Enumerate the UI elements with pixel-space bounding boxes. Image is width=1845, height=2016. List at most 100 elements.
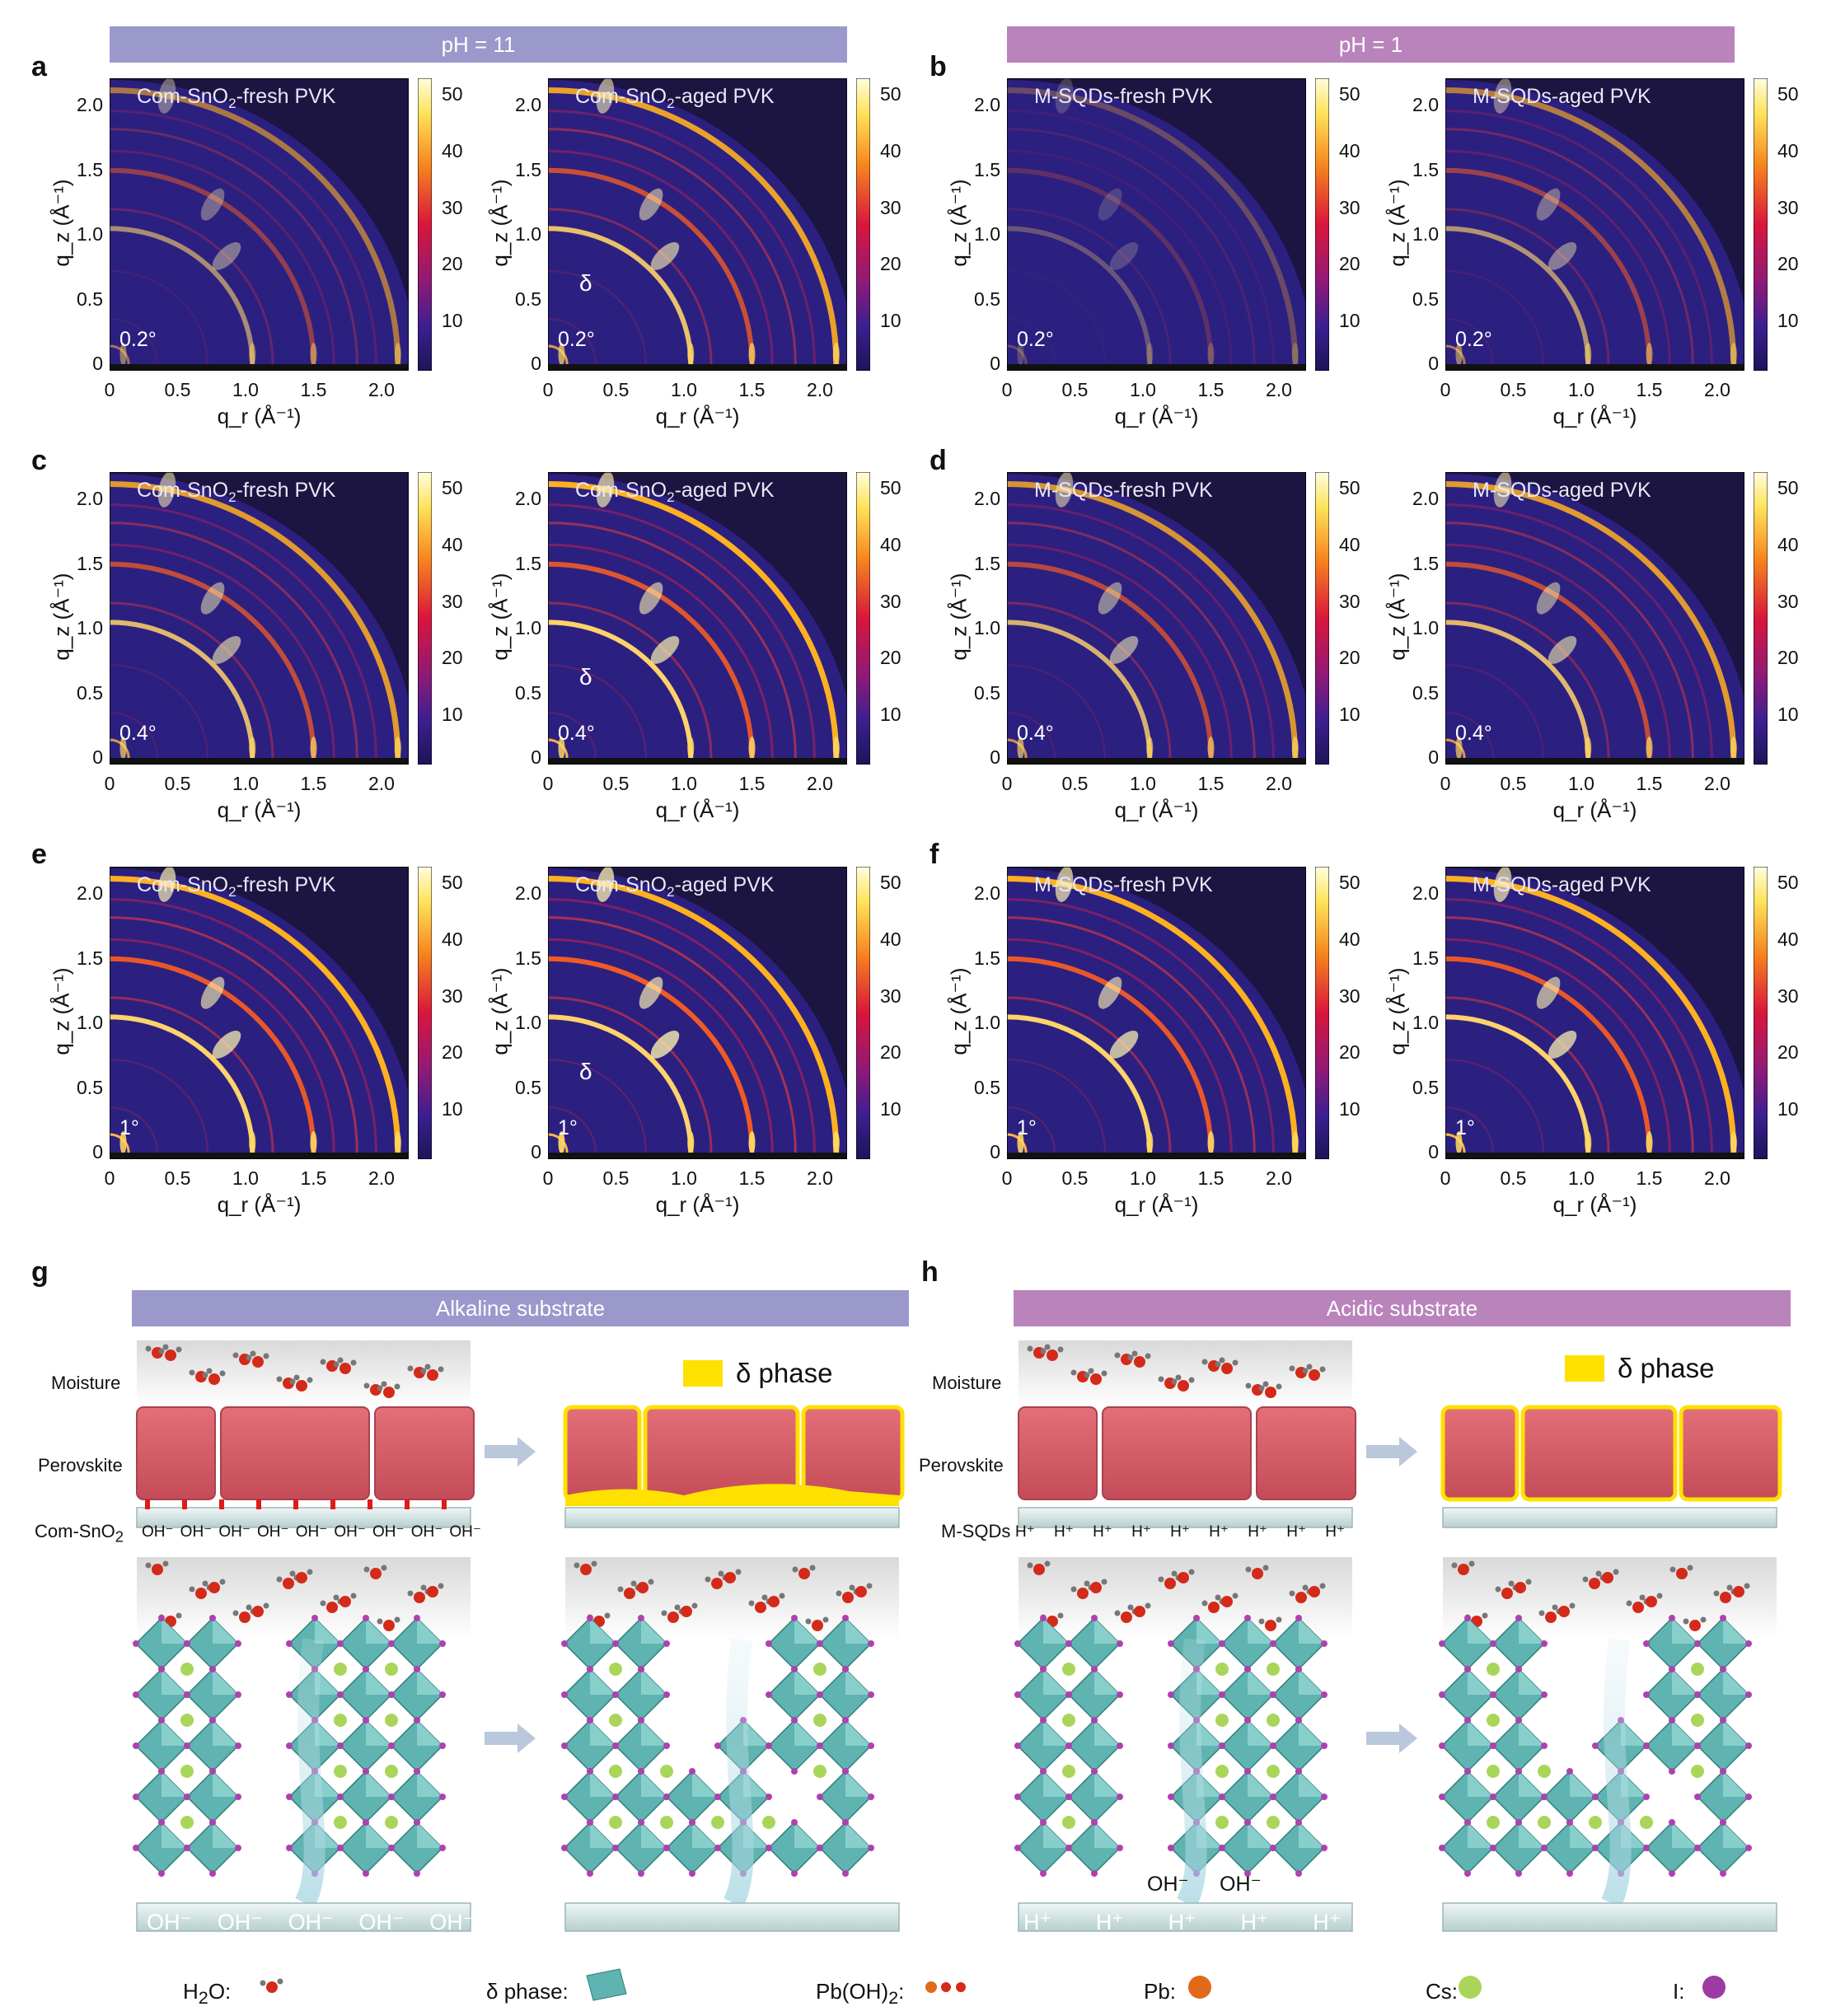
octahedron-face: [1248, 1720, 1273, 1746]
y-tick-label: 0: [990, 746, 1000, 768]
map-title: Com-SnO2-aged PVK: [575, 85, 775, 112]
delta-marker: δ: [579, 1059, 592, 1084]
x-tick-label: 0: [104, 773, 115, 794]
iodide-ion: [1643, 1794, 1650, 1800]
banner-alkaline: Alkaline substrate: [132, 1290, 909, 1326]
y-tick-label: 0: [990, 353, 1000, 374]
map-title-post: -fresh PVK: [236, 479, 336, 502]
octahedron-face: [1468, 1618, 1493, 1644]
octahedron-face: [1094, 1618, 1120, 1644]
iodide-ion: [638, 1819, 644, 1826]
iodide-ion: [1244, 1666, 1251, 1672]
iodide-ion: [439, 1794, 446, 1800]
iodide-ion: [1040, 1819, 1047, 1826]
diffraction-ring: [1007, 876, 1299, 1153]
hydrogen-atom: [394, 1383, 400, 1390]
hydrogen-atom: [836, 1590, 842, 1597]
x-tick-label: 2.0: [1266, 773, 1292, 794]
diffraction-hotspot: [596, 78, 615, 114]
diffraction-hotspot: [1109, 241, 1139, 270]
iodide-ion: [286, 1845, 293, 1851]
iodide-ion: [1117, 1794, 1123, 1800]
iodide-ion: [363, 1666, 369, 1672]
iodide-ion: [1694, 1845, 1701, 1851]
diffraction-ring: [548, 664, 647, 759]
hydrogen-atom: [1306, 1363, 1313, 1370]
iodide-ion: [1541, 1691, 1548, 1698]
y-tick-label: 1.0: [515, 617, 541, 639]
octahedron-face: [1519, 1720, 1544, 1746]
iodide-ion: [1219, 1640, 1225, 1647]
cs-ion: [1215, 1714, 1229, 1727]
iodide-ion: [766, 1845, 772, 1851]
delta-legend-h: δ phase: [1565, 1353, 1714, 1384]
diffraction-ring: [1445, 270, 1544, 365]
iodide-ion: [868, 1640, 874, 1647]
hydrogen-atom: [1232, 1359, 1239, 1366]
octahedron-face: [1094, 1771, 1120, 1797]
iodide-ion: [1295, 1666, 1302, 1672]
iodide-ion: [388, 1794, 395, 1800]
y-axis-label: q_z (Å⁻¹): [946, 178, 972, 267]
oh-surface-label: OH⁻: [218, 1523, 251, 1541]
octahedron-face: [1672, 1618, 1697, 1644]
diffraction-hotspot: [1098, 976, 1122, 1009]
iodide-ion: [714, 1794, 721, 1800]
diffraction-ring: [110, 522, 358, 759]
hydrogen-atom: [438, 1366, 444, 1373]
cs-ion: [1267, 1816, 1280, 1829]
diffraction-ring: [1445, 916, 1694, 1153]
map-title: M-SQDs-fresh PVK: [1034, 479, 1213, 503]
x-tick-label: 1.0: [671, 773, 697, 794]
iodide-ion: [612, 1845, 619, 1851]
water-molecule: [370, 1568, 382, 1579]
hydrogen-atom: [1044, 1344, 1051, 1350]
iodide-ion: [1014, 1691, 1021, 1698]
iodide-ion: [1643, 1742, 1650, 1749]
octahedron-face: [1519, 1771, 1544, 1797]
map-title-post: -aged PVK: [674, 85, 775, 108]
oh-marker: [442, 1499, 447, 1509]
octahedron-face: [1094, 1669, 1120, 1695]
hydrogen-atom: [691, 1602, 698, 1609]
iodide-ion: [363, 1870, 369, 1877]
iodide-ion: [868, 1794, 874, 1800]
octahedron-face: [794, 1669, 820, 1695]
giwaxs-map: [110, 867, 409, 1159]
map-title: M-SQDs-fresh PVK: [1034, 873, 1213, 897]
y-tick-label: 2.0: [974, 882, 1000, 905]
iodide-ion: [363, 1768, 369, 1775]
iodide-ion: [612, 1742, 619, 1749]
colorbar: [418, 867, 432, 1159]
hydrogen-atom: [809, 1565, 816, 1571]
diffraction-spot: [1730, 737, 1737, 760]
diffraction-hotspot: [1536, 188, 1561, 221]
cs-ion: [1487, 1765, 1500, 1778]
iodide-ion: [791, 1819, 798, 1826]
perovskite-grain: [220, 1406, 370, 1500]
h-bottom-label: H⁺: [1240, 1910, 1269, 1934]
colorbar-gradient: [1754, 78, 1768, 371]
octahedron-face: [794, 1720, 820, 1746]
diffraction-ring: [110, 1106, 158, 1153]
colorbar-gradient: [856, 472, 870, 765]
diffraction-ring: [1007, 1014, 1153, 1153]
iodide-ion: [1592, 1845, 1599, 1851]
octahedron-face: [1196, 1669, 1222, 1695]
diffraction-spot: [1455, 1131, 1463, 1154]
com-sno2-text: Com-SnO: [35, 1521, 115, 1541]
iodide-ion: [612, 1794, 619, 1800]
hydrogen-atom: [1258, 1385, 1265, 1392]
cs-ion: [334, 1816, 347, 1829]
diffraction-spot: [687, 737, 695, 760]
h-surface-label: H⁺: [1054, 1523, 1074, 1541]
octahedron-face: [794, 1822, 820, 1848]
y-tick-label: 1.5: [515, 158, 541, 180]
hydrogen-atom: [1215, 1361, 1221, 1368]
substrate-layer: [136, 1902, 471, 1932]
diffraction-spot: [1730, 1131, 1737, 1154]
water-molecule: [1134, 1356, 1145, 1368]
diffraction-ring: [1007, 1106, 1056, 1153]
x-tick-label: 0.5: [1500, 1167, 1527, 1189]
h-surface-row: H⁺ H⁺ H⁺ H⁺ H⁺ H⁺ H⁺ H⁺ H⁺: [1015, 1523, 1345, 1541]
